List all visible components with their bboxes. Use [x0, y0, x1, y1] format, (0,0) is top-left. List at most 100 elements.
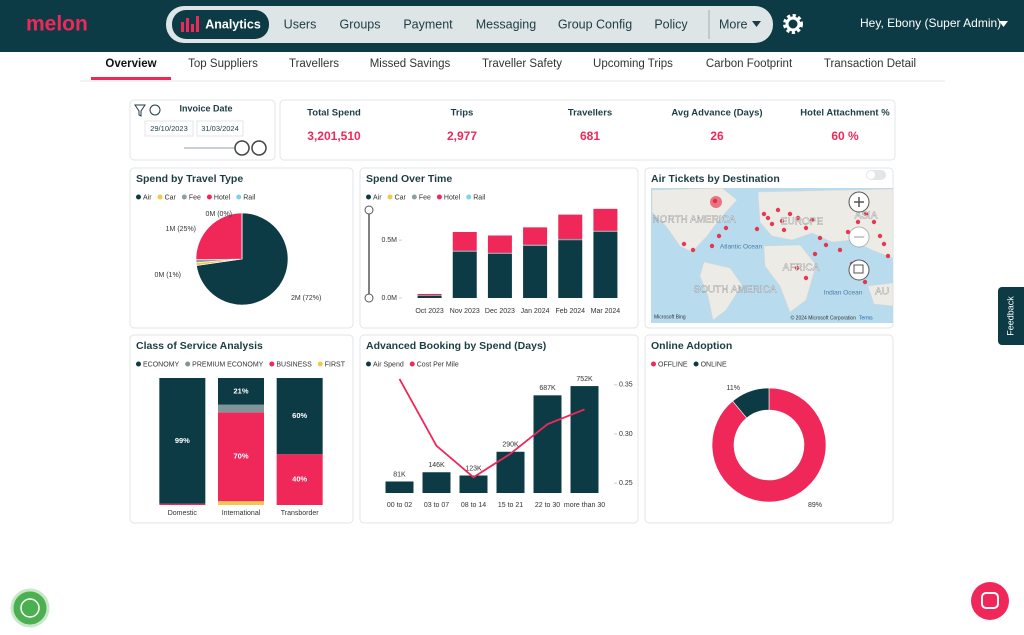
destination-dot — [837, 247, 843, 253]
user-menu[interactable]: Hey, Ebony (Super Admin) — [860, 16, 1001, 30]
category-label: Domestic — [168, 510, 198, 517]
legend-swatch — [157, 194, 163, 200]
bar-label: 146K — [428, 462, 445, 469]
y2-tick-label: 0.35 — [619, 382, 633, 389]
destination-dot — [794, 265, 800, 271]
destination-dot — [754, 226, 760, 232]
chart-title: Spend by Travel Type — [136, 173, 243, 185]
tab-underline — [91, 77, 171, 80]
legend-label: Car — [165, 194, 177, 201]
kpi-label: Total Spend — [307, 108, 361, 119]
tab[interactable]: Traveller Safety — [482, 58, 562, 70]
slider-handle[interactable] — [251, 140, 267, 156]
chat-icon — [981, 592, 999, 609]
legend-swatch — [651, 361, 656, 367]
legend-swatch — [366, 361, 371, 367]
nav-item[interactable]: Groups — [340, 17, 381, 31]
pie-slice — [195, 212, 243, 261]
kpi-label: Travellers — [568, 108, 612, 119]
feedback-label: Feedback — [1005, 296, 1015, 336]
legend-label: PREMIUM ECONOMY — [192, 361, 264, 368]
bar — [558, 240, 583, 298]
more-caret — [752, 21, 761, 27]
y-tick-label: 0.0M — [381, 295, 397, 302]
tab[interactable]: Top Suppliers — [188, 58, 258, 70]
bar-label: 752K — [576, 376, 593, 383]
date-box[interactable] — [144, 120, 194, 137]
legend-swatch — [185, 361, 191, 367]
map-label: AFRICA — [783, 263, 820, 274]
chart-title: Class of Service Analysis — [136, 340, 263, 352]
tab[interactable]: Overview — [105, 58, 156, 70]
legend-label: FIRST — [325, 361, 346, 368]
y2-tick-label: 0.30 — [619, 431, 633, 438]
nav-item[interactable]: Policy — [654, 17, 688, 31]
category-label: 08 to 14 — [461, 502, 486, 509]
tab[interactable]: Carbon Footprint — [706, 58, 793, 70]
zoom-glyph — [854, 197, 864, 207]
category-label: Feb 2024 — [555, 308, 585, 315]
category-label: International — [222, 510, 261, 517]
bar — [593, 232, 618, 298]
destination-dot — [710, 196, 722, 208]
bar-label: 81K — [393, 471, 406, 478]
category-label: Mar 2024 — [591, 308, 621, 315]
kpi-label: Avg Advance (Days) — [671, 108, 762, 119]
map-terms[interactable]: Terms — [859, 315, 873, 321]
slice-label: 2M (72%) — [291, 295, 321, 302]
slice-label: 89% — [808, 502, 822, 509]
land-mass — [699, 261, 743, 321]
nav-pill — [166, 6, 773, 43]
settings-gear[interactable] — [783, 14, 803, 34]
bar — [593, 208, 618, 231]
legend-swatch — [136, 194, 141, 200]
nav-item[interactable]: Payment — [403, 17, 453, 31]
filter-icon[interactable] — [134, 104, 146, 117]
date-box[interactable] — [196, 120, 244, 137]
feedback-tab[interactable] — [998, 287, 1024, 345]
map-brand: Microsoft Bing — [654, 314, 686, 320]
map-label: Atlantic Ocean — [720, 244, 763, 251]
nav-more[interactable]: More — [719, 17, 748, 31]
nav-item[interactable]: Analytics — [205, 17, 261, 31]
chart-title: Online Adoption — [651, 340, 732, 352]
legend-label: Cost Per Mile — [417, 361, 459, 368]
chat-button[interactable] — [971, 582, 1009, 620]
destination-dot — [690, 247, 696, 253]
range-handle[interactable] — [364, 293, 374, 303]
user-caret — [999, 21, 1008, 27]
nav-item[interactable]: Group Config — [558, 17, 632, 31]
tab[interactable]: Travellers — [289, 58, 339, 70]
nav-item[interactable]: Users — [284, 17, 317, 31]
tab[interactable]: Missed Savings — [370, 58, 451, 70]
legend-label: Car — [395, 194, 407, 201]
globe-icon[interactable] — [149, 104, 161, 116]
zoom-out[interactable] — [848, 226, 870, 248]
bar — [593, 230, 618, 232]
bar-label: 290K — [502, 442, 519, 449]
destination-dot — [862, 279, 868, 285]
destination-dot — [765, 215, 771, 221]
legend-swatch — [436, 194, 442, 200]
bar — [422, 472, 451, 493]
slider-handle[interactable] — [234, 140, 250, 156]
legend-label: Air Spend — [373, 361, 404, 368]
cookie-button[interactable] — [10, 588, 50, 628]
chart-title: Advanced Booking by Spend (Days) — [366, 340, 546, 352]
tab[interactable]: Transaction Detail — [824, 58, 916, 70]
slice-label: 11% — [727, 385, 741, 392]
nav-item[interactable]: Messaging — [476, 17, 536, 31]
chart-title: Air Tickets by Destination — [651, 173, 780, 185]
logo[interactable]: melon — [26, 13, 88, 36]
bar — [523, 245, 548, 298]
destination-dot — [709, 243, 715, 249]
legend-swatch — [269, 361, 275, 367]
legend-swatch — [409, 361, 415, 367]
bar-label: 70% — [233, 452, 248, 461]
destination-dot — [795, 215, 801, 221]
tab[interactable]: Upcoming Trips — [593, 58, 673, 70]
destination-dot — [769, 221, 775, 227]
select-tool[interactable] — [848, 259, 870, 281]
range-handle[interactable] — [364, 205, 374, 215]
